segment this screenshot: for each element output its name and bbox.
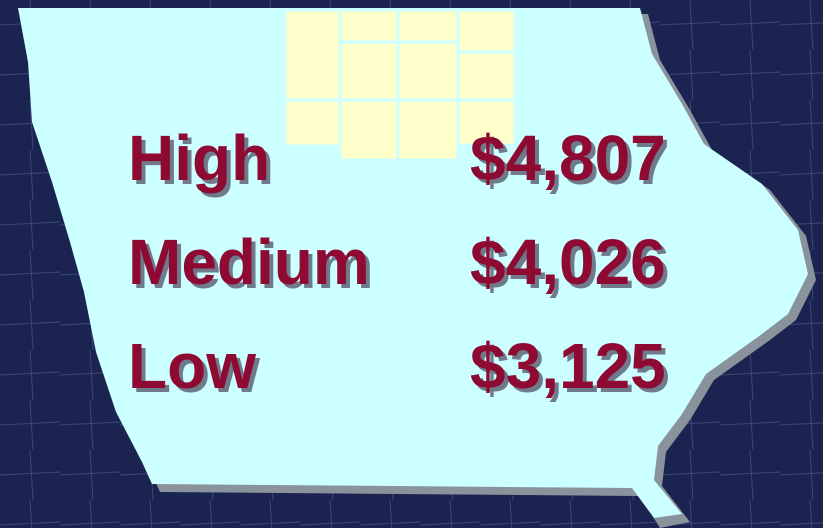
text-shadow: $4,807 bbox=[474, 126, 670, 198]
row-value: $4,807 bbox=[470, 122, 666, 194]
text-shadow: Low bbox=[132, 334, 260, 406]
text-shadow: High bbox=[132, 126, 274, 198]
row-label: High bbox=[128, 122, 270, 194]
iowa-shape bbox=[18, 8, 808, 518]
row-value: $4,026 bbox=[470, 226, 666, 298]
row-label: Medium bbox=[128, 226, 370, 298]
row-value: $3,125 bbox=[470, 330, 666, 402]
text-shadow: Medium bbox=[132, 230, 374, 302]
row-label: Low bbox=[128, 330, 256, 402]
text-shadow: $4,026 bbox=[474, 230, 670, 302]
text-shadow: $3,125 bbox=[474, 334, 670, 406]
county-grid bbox=[283, 8, 517, 162]
